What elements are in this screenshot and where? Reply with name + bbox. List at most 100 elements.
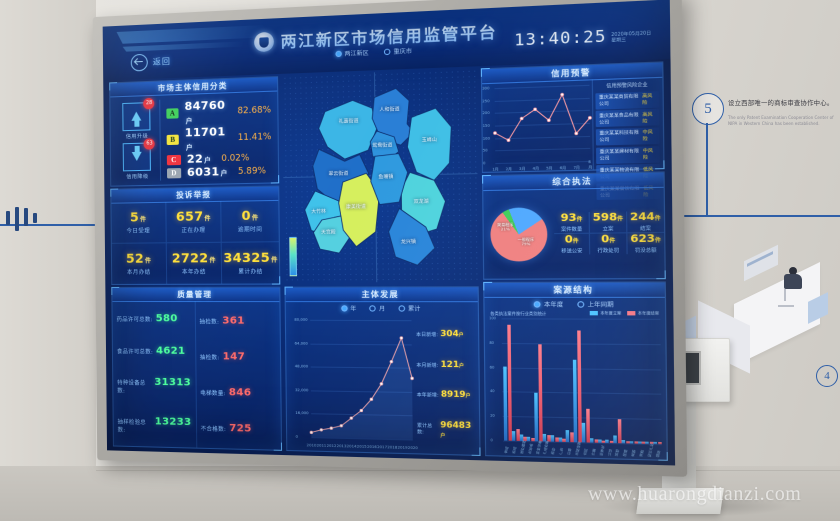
case-structure-tabs[interactable]: 本年度 上年同期 — [533, 300, 614, 309]
clock-time: 13:40:25 — [514, 26, 607, 50]
warning-list-row[interactable]: 重庆某某建材有限公司 中风险 — [596, 145, 660, 164]
complaint-stat-label: 今日受理 — [126, 228, 151, 235]
wall-step-stem — [706, 123, 708, 215]
complaints-title: 投诉举报 — [176, 189, 212, 200]
credit-grade-unit: 户 — [185, 143, 193, 152]
credit-warning-list[interactable]: 信用预警风险企业 重庆某某商贸有限公司 高风险 重庆某某食品有限公司 高风险 重庆某某科技… — [591, 76, 664, 201]
back-button[interactable]: 返回 — [130, 53, 171, 72]
bar-group — [581, 408, 590, 443]
complaint-stat-cell: 657件 正在办理 — [165, 200, 223, 243]
development-stat-value: 8919户 — [440, 389, 471, 400]
district-map-panel[interactable]: 礼嘉街道 人和街道 鸳鸯街道 翠云街道 大竹林 天宫殿 康美街道 玉峰山 双龙湖 龙兴镇 鱼嘴镇 — [282, 68, 479, 283]
wall-left-panel — [0, 0, 96, 521]
development-tab[interactable]: 月 — [369, 304, 385, 313]
complaint-stat-label: 累计办结 — [238, 269, 263, 276]
case-tab[interactable]: 上年同期 — [577, 300, 614, 309]
credit-grade-chip: B — [166, 134, 179, 146]
legend-entry: 本年度立案 — [589, 310, 622, 317]
legend-swatch — [589, 310, 598, 316]
enforcement-body: 简易程序 21% 一般程序 79% 93件 案件数量 598件 立案 244件 结案 0件 移送公… — [483, 187, 665, 279]
enforcement-stat-unit: 件 — [609, 237, 616, 245]
development-tab-label: 累计 — [408, 306, 421, 313]
complaint-stat-cell: 34325件 累计办结 — [222, 242, 279, 284]
credit-grade-chip: D — [166, 167, 182, 178]
credit-grade-row: B 11701户 11.41% — [166, 124, 271, 153]
development-stats: 本日新增: 304户 本月新增: 121户 本年新增: 8919户 累计总数: 96483户 — [416, 318, 475, 451]
dashboard-screen[interactable]: 返回 两江新区市场信用监管平台 两江新区 重庆市 — [102, 0, 676, 466]
quality-header: 质量管理 — [112, 287, 280, 303]
quality-value: 13233 — [154, 415, 192, 428]
warning-company-name: 重庆某某科技有限公司 — [599, 129, 639, 143]
x-tick-label: 8月 — [588, 159, 593, 170]
scope-option-0-label: 两江新区 — [344, 50, 369, 58]
bar-group — [613, 418, 622, 444]
wall-accent-line-left — [0, 224, 96, 226]
development-tabs[interactable]: 年 月 累计 — [340, 304, 421, 313]
quality-value: 31313 — [154, 377, 192, 389]
credit-grade-row: D 6031户 5.89% — [166, 164, 272, 180]
complaint-stat-cell: 0件 逾期时间 — [221, 199, 279, 243]
watermark: www.huarongdianzi.com — [588, 483, 802, 505]
scope-selector[interactable]: 两江新区 重庆市 — [334, 47, 412, 59]
y-tick-label: 20 — [490, 413, 495, 419]
warning-list-row[interactable]: 重庆某某食品有限公司 高风险 — [595, 108, 660, 128]
x-tick-label: 2013 — [336, 443, 347, 449]
government-emblem-icon — [253, 31, 274, 53]
arrow-down-icon — [132, 151, 143, 162]
enforcement-stat-value: 0件 — [601, 233, 616, 246]
quality-value: 580 — [155, 313, 178, 325]
warning-list-row[interactable]: 重庆某某科技有限公司 中风险 — [595, 127, 660, 146]
credit-warning-panel: 信用预警 0 50 100 150 200 250 300 1月 2月 3月 4月 5月 6月 7月 8月 … — [480, 61, 665, 201]
map-legend — [289, 236, 298, 277]
radio-on-icon — [533, 301, 541, 308]
map-region-label: 天宫殿 — [321, 230, 336, 236]
warning-company-name: 重庆某某商贸有限公司 — [598, 93, 639, 107]
x-tick-label: 2011 — [316, 443, 327, 448]
quality-row: 药品许可总数: 580 — [116, 313, 190, 324]
scope-option-0[interactable]: 两江新区 — [334, 48, 369, 58]
pie-label-1: 一般程序 79% — [517, 237, 535, 247]
complaint-stat-value: 2722件 — [171, 250, 216, 266]
bar-groups — [503, 318, 662, 445]
warning-list-row[interactable]: 重庆某某商贸有限公司 高风险 — [595, 90, 660, 110]
credit-grade-unit: 户 — [204, 156, 212, 165]
development-tab[interactable]: 年 — [340, 304, 356, 313]
credit-classification-panel: 市场主体信用分类 28 信用升级 — [109, 76, 280, 187]
district-map[interactable]: 礼嘉街道 人和街道 鸳鸯街道 翠云街道 大竹林 天宫殿 康美街道 玉峰山 双龙湖 龙兴镇 鱼嘴镇 — [282, 68, 479, 283]
warning-list-header: 信用预警风险企业 — [606, 82, 648, 90]
development-stat-label: 本月新增: — [416, 363, 439, 369]
enforcement-stat-unit: 件 — [576, 216, 583, 224]
case-tab-label: 本年度 — [543, 302, 564, 309]
credit-upgrade-button[interactable]: 28 — [122, 97, 155, 131]
scope-option-1[interactable]: 重庆市 — [383, 47, 412, 57]
bar-group — [573, 330, 582, 443]
credit-downgrade-button[interactable]: 63 — [123, 137, 156, 171]
radio-off-icon — [398, 305, 405, 312]
case-tab[interactable]: 本年度 — [533, 300, 564, 309]
quality-label: 不合格数: — [200, 426, 227, 434]
map-regions[interactable] — [282, 68, 478, 282]
development-stat-value: 121户 — [440, 359, 465, 369]
credit-grade-unit: 户 — [185, 116, 193, 126]
left-column: 市场主体信用分类 28 信用升级 — [109, 76, 283, 451]
x-tick-label: 2018 — [387, 445, 398, 450]
development-stat-label: 本年新增: — [416, 393, 439, 400]
quality-label: 药品许可总数: — [116, 317, 153, 324]
enforcement-pie-holder: 简易程序 21% 一般程序 79% — [483, 189, 554, 279]
enforcement-stat-unit: 件 — [654, 237, 661, 245]
development-stat: 累计总数: 96483户 — [417, 420, 475, 440]
radio-off-icon — [577, 301, 585, 308]
map-region-label: 礼嘉街道 — [338, 119, 359, 125]
development-tab[interactable]: 累计 — [398, 304, 421, 313]
pie-label-0: 简易程序 21% — [497, 222, 514, 232]
quality-label: 抽检数: — [199, 355, 220, 362]
case-chart-legend: 本年度立案 本年度结案 — [589, 310, 659, 317]
warning-risk-level: 中风险 — [642, 129, 653, 142]
x-tick-label: 7月 — [573, 165, 580, 170]
credit-grade-unit: 户 — [220, 169, 228, 178]
quality-body: 药品许可总数: 580 食品许可总数: 4621 特种设备总数: 31313 抽样检验总数:… — [112, 301, 281, 450]
map-region-label: 翠云街道 — [328, 171, 349, 178]
map-region-label: 鱼嘴镇 — [378, 174, 394, 181]
complaint-stat-unit: 件 — [251, 214, 259, 223]
x-tick-label: 4月 — [532, 166, 539, 171]
